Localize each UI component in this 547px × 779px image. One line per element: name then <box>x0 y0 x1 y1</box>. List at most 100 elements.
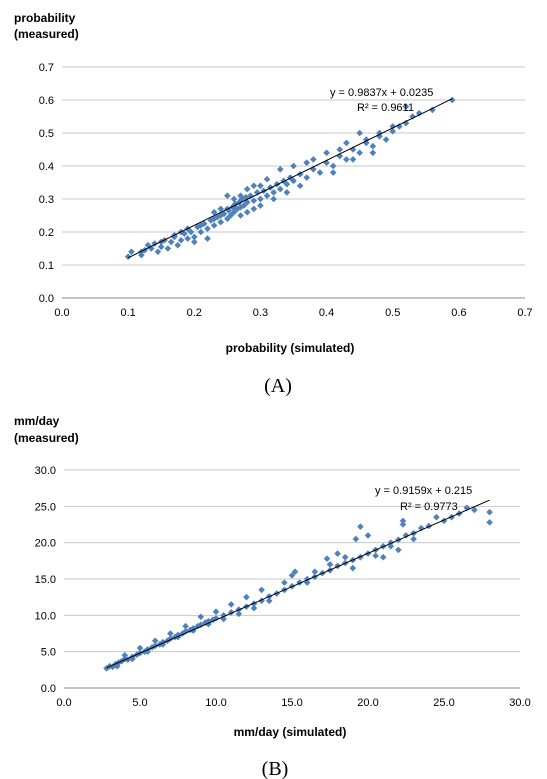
chartA-point <box>310 156 317 163</box>
chartB-x-tick-label: 10.0 <box>205 697 226 709</box>
chartB-point <box>291 568 299 576</box>
chartA-point <box>316 169 324 176</box>
chartB-point <box>399 521 407 528</box>
chartB-point <box>159 641 167 648</box>
chartA-point <box>336 146 344 153</box>
chartA-y-tick-label: 0.6 <box>39 95 54 107</box>
chartA-point <box>270 195 277 203</box>
chartB-point <box>197 621 205 629</box>
chartA-point <box>270 189 277 196</box>
chartA-point <box>167 238 175 246</box>
chartB-point <box>326 561 334 568</box>
chartB-x-tick-label: 25.0 <box>433 697 454 709</box>
chartB-point <box>205 620 212 628</box>
chartA-point <box>210 222 218 229</box>
chart-b-equation: y = 0.9159x + 0.215 <box>375 485 472 497</box>
chart-a-panel-label: (A) <box>264 375 292 397</box>
chartB-point <box>182 622 189 630</box>
chartA-x-tick-label: 0.2 <box>187 307 202 319</box>
chartA-point <box>217 205 225 213</box>
chart-b-trendline <box>106 499 490 669</box>
chartB-point <box>463 504 471 512</box>
chart-b-ylabel-line2: (measured) <box>14 431 79 445</box>
chartA-point <box>194 223 201 231</box>
chartB-point <box>212 608 220 615</box>
chart-b-y-tick-labels: 0.0 5.0 10.0 15.0 20.0 25.0 30.0 <box>35 465 56 695</box>
chart-b-r-squared: R² = 0.9773 <box>400 501 458 513</box>
chartA-point <box>243 208 251 216</box>
chartA-point <box>250 205 258 213</box>
chartA-point <box>290 162 297 170</box>
chartB-y-tick-label: 25.0 <box>35 501 56 513</box>
chart-a-equation: y = 0.9837x + 0.0235 <box>330 87 433 99</box>
chartA-y-tick-label: 0.5 <box>39 128 54 140</box>
chartA-point <box>349 156 357 163</box>
chartA-point <box>263 192 271 199</box>
chartA-point <box>329 162 337 170</box>
chartA-point <box>369 149 377 157</box>
chartB-point <box>250 604 258 612</box>
chartA-point <box>303 174 311 181</box>
chartA-point <box>197 228 205 236</box>
chartA-point <box>356 129 363 137</box>
chart-b: mm/day (measured) 0.0 5.0 10.0 15.0 20.0 25.0… <box>14 414 531 779</box>
chartA-point <box>290 177 297 185</box>
chartB-point <box>311 568 319 576</box>
chartB-point <box>399 517 407 525</box>
chartB-point <box>220 615 227 623</box>
chartA-point <box>190 238 198 246</box>
chartA-x-tick-label: 0.3 <box>253 307 268 319</box>
chartA-point <box>151 240 158 247</box>
chartA-point <box>243 185 251 193</box>
chartA-point <box>402 119 410 127</box>
chart-a-x-tick-labels: 0.0 0.1 0.2 0.3 0.4 0.5 0.6 0.7 <box>54 307 532 319</box>
chartA-x-tick-label: 0.1 <box>120 307 135 319</box>
chartA-point <box>329 169 337 176</box>
chartA-point <box>250 182 258 190</box>
chart-a-ylabel-line1: probability <box>14 11 76 25</box>
chartA-point <box>448 96 456 104</box>
chartA-point <box>415 109 423 117</box>
chartB-point <box>323 555 331 562</box>
chartA-y-tick-label: 0.1 <box>39 260 54 272</box>
chartA-point <box>242 194 250 201</box>
chartA-point <box>224 192 231 199</box>
chartA-point <box>286 174 294 181</box>
chartA-point <box>154 248 162 256</box>
chartA-point <box>177 236 185 244</box>
chartA-point <box>276 185 284 193</box>
chartA-y-tick-label: 0.0 <box>39 293 54 305</box>
chartB-point <box>167 630 174 637</box>
chartA-point <box>280 177 287 185</box>
chartB-x-tick-label: 30.0 <box>509 697 530 709</box>
chartA-point <box>409 113 416 120</box>
chartA-point <box>233 205 241 213</box>
chartB-point <box>167 635 174 642</box>
chartA-point <box>389 128 397 135</box>
chartA-point <box>164 245 172 252</box>
chartA-point <box>190 233 198 241</box>
chart-b-panel-label: (B) <box>262 758 289 779</box>
chartA-point <box>187 228 195 236</box>
chartA-point <box>217 218 225 226</box>
chartB-point <box>121 652 129 659</box>
chartA-point <box>240 202 248 209</box>
chartB-point <box>395 546 402 554</box>
chartB-point <box>379 553 387 561</box>
chartB-point <box>144 648 151 655</box>
chartA-point <box>263 175 271 183</box>
chartA-point <box>429 106 436 114</box>
chartA-x-tick-label: 0.0 <box>54 307 69 319</box>
chartB-point <box>471 506 478 514</box>
chart-b-ylabel-line1: mm/day <box>14 414 60 428</box>
chartA-point <box>356 149 363 157</box>
chartA-point <box>243 199 251 206</box>
chart-a-r-squared: R² = 0.9611 <box>357 102 414 114</box>
chartB-point <box>352 535 360 543</box>
chartA-point <box>210 215 218 223</box>
chartA-point <box>336 152 344 160</box>
chartA-point <box>296 182 304 190</box>
chartA-point <box>214 213 221 221</box>
chart-a: probability (measured) 0.00.10.20.30.40.… <box>14 11 533 397</box>
